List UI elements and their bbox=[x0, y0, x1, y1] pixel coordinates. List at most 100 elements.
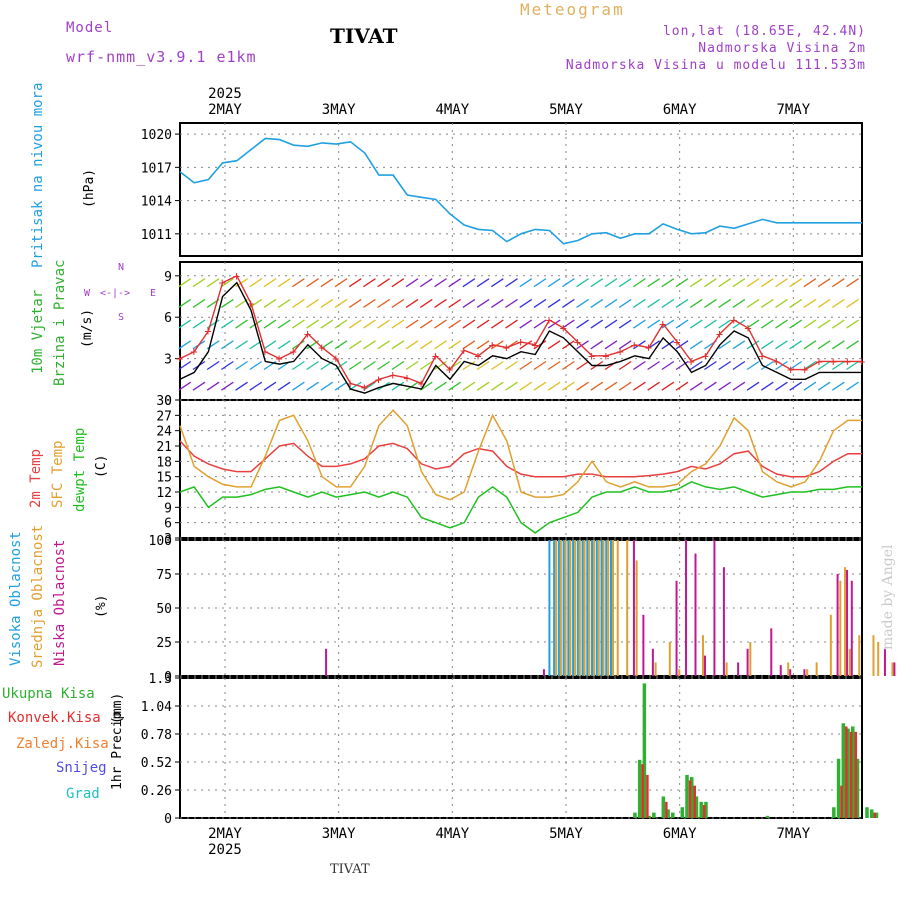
cloud-ylabel-2: Srednja Oblacnost bbox=[30, 524, 46, 668]
precip-bar-total bbox=[851, 726, 855, 818]
wind-gust-marker: + bbox=[219, 276, 226, 290]
wind-barb bbox=[760, 360, 774, 371]
wind-gust-marker: + bbox=[560, 321, 567, 335]
wind-barb bbox=[249, 278, 263, 288]
wind-gust-marker: + bbox=[418, 376, 425, 390]
wind-barb bbox=[277, 298, 291, 308]
time-year-top: 2025 bbox=[208, 86, 242, 102]
wind-barb bbox=[647, 298, 660, 308]
ytick-label: 0.52 bbox=[141, 756, 172, 771]
wind-barb bbox=[590, 381, 604, 391]
ytick-label: 1011 bbox=[141, 228, 172, 243]
wind-barb bbox=[547, 278, 561, 288]
temp-line-dewpoint bbox=[179, 480, 862, 534]
wind-barb bbox=[547, 298, 561, 308]
wind-barb bbox=[618, 319, 632, 329]
ytick-label: 24 bbox=[156, 425, 172, 440]
wind-barb bbox=[490, 319, 504, 329]
wind-barb bbox=[363, 278, 376, 288]
wind-barb bbox=[391, 319, 405, 329]
wind-gust-marker: + bbox=[389, 368, 396, 382]
precip-bar-total bbox=[765, 815, 770, 818]
wind-barb bbox=[263, 381, 277, 391]
wind-barb bbox=[462, 360, 476, 371]
wind-barb bbox=[292, 381, 305, 391]
wind-barb bbox=[633, 319, 646, 329]
wind-barb bbox=[775, 340, 788, 350]
wind-gust-marker: + bbox=[474, 349, 481, 363]
wind-gust-marker: + bbox=[801, 363, 808, 377]
wind-barb bbox=[562, 381, 575, 391]
wind-barb bbox=[647, 381, 660, 391]
wind-barb bbox=[348, 278, 362, 288]
wind-barb bbox=[221, 298, 234, 308]
wind-barb bbox=[576, 278, 589, 288]
cloud-bar-low bbox=[632, 540, 635, 676]
wind-barb bbox=[704, 319, 717, 329]
wind-barb bbox=[448, 381, 462, 391]
cloud-bar-high bbox=[572, 540, 575, 676]
wind-barb bbox=[221, 360, 234, 371]
wind-gust-marker: + bbox=[673, 335, 680, 349]
precip-unit: (mm) bbox=[110, 692, 125, 724]
cloud-bar-low bbox=[893, 662, 896, 676]
wind-barb bbox=[718, 381, 732, 391]
precip-bar-convective bbox=[854, 731, 858, 818]
precip-bar-total bbox=[855, 758, 860, 818]
wind-barb bbox=[618, 381, 632, 391]
precip-bar-total bbox=[661, 796, 666, 818]
temp-ylabel-2: SFC Temp bbox=[50, 440, 66, 508]
wind-barb bbox=[221, 278, 234, 288]
wind-barb bbox=[306, 381, 319, 391]
ytick-label: 27 bbox=[156, 409, 172, 424]
wind-barb bbox=[718, 360, 732, 371]
cloud-bar-low bbox=[779, 665, 782, 676]
panel-frame-precipitation bbox=[179, 677, 863, 819]
wind-gust-line bbox=[179, 274, 862, 389]
cloud-bar-low bbox=[737, 662, 740, 676]
pressure-line bbox=[179, 137, 862, 245]
wind-barb bbox=[817, 340, 831, 350]
cloud-bar-mid bbox=[588, 540, 591, 676]
wind-barb bbox=[789, 319, 803, 329]
wind-barb bbox=[576, 298, 589, 308]
wind-barb bbox=[831, 381, 845, 391]
time-label-bottom: 6MAY bbox=[663, 826, 697, 842]
cloud-bar-mid bbox=[815, 662, 818, 676]
cloud-bar-mid bbox=[635, 560, 638, 676]
wind-barb bbox=[377, 319, 391, 329]
wind-barb bbox=[633, 340, 646, 350]
wind-barb bbox=[320, 319, 334, 329]
wind-barb bbox=[817, 319, 831, 329]
wind-gust-marker: + bbox=[730, 313, 737, 327]
cloud-ylabel-3: Niska Oblacnost bbox=[52, 539, 68, 666]
wind-barb bbox=[405, 340, 419, 350]
wind-barb bbox=[490, 360, 504, 371]
temp-ylabel-3: dewpt Temp bbox=[72, 427, 88, 512]
cloud-bar-mid bbox=[668, 642, 671, 676]
cloud-bar-mid bbox=[583, 540, 586, 676]
wind-barb bbox=[377, 298, 391, 308]
ytick-label: 0 bbox=[164, 812, 172, 827]
wind-barb bbox=[675, 298, 689, 308]
wind-barb bbox=[419, 319, 433, 329]
wind-barb bbox=[604, 298, 618, 308]
time-label-top: 6MAY bbox=[663, 102, 697, 118]
time-year-bottom: 2025 bbox=[208, 842, 242, 858]
time-label-bottom: 3MAY bbox=[322, 826, 356, 842]
wind-barb bbox=[434, 381, 447, 391]
cloud-bar-mid bbox=[574, 540, 577, 676]
wind-barb bbox=[803, 360, 817, 371]
ytick-label: 25 bbox=[156, 636, 172, 651]
precip-bar-convective bbox=[845, 726, 848, 818]
cloud-bar-high bbox=[557, 540, 560, 676]
cloud-bar-mid bbox=[787, 662, 790, 676]
wind-barb bbox=[775, 360, 788, 371]
cloud-bar-low bbox=[651, 648, 654, 676]
compass-w: W bbox=[84, 288, 91, 299]
wind-barb bbox=[846, 278, 859, 288]
wind-barb bbox=[448, 278, 462, 288]
wind-gust-marker: + bbox=[176, 352, 183, 366]
wind-barb bbox=[590, 340, 604, 350]
wind-barb bbox=[789, 381, 803, 391]
